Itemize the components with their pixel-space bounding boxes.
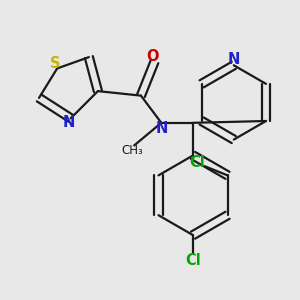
- Text: CH₃: CH₃: [121, 144, 143, 158]
- Text: N: N: [62, 115, 75, 130]
- Text: O: O: [146, 49, 158, 64]
- Text: Cl: Cl: [189, 155, 205, 170]
- Text: N: N: [156, 121, 168, 136]
- Text: N: N: [228, 52, 240, 67]
- Text: S: S: [50, 56, 60, 70]
- Text: Cl: Cl: [185, 254, 201, 268]
